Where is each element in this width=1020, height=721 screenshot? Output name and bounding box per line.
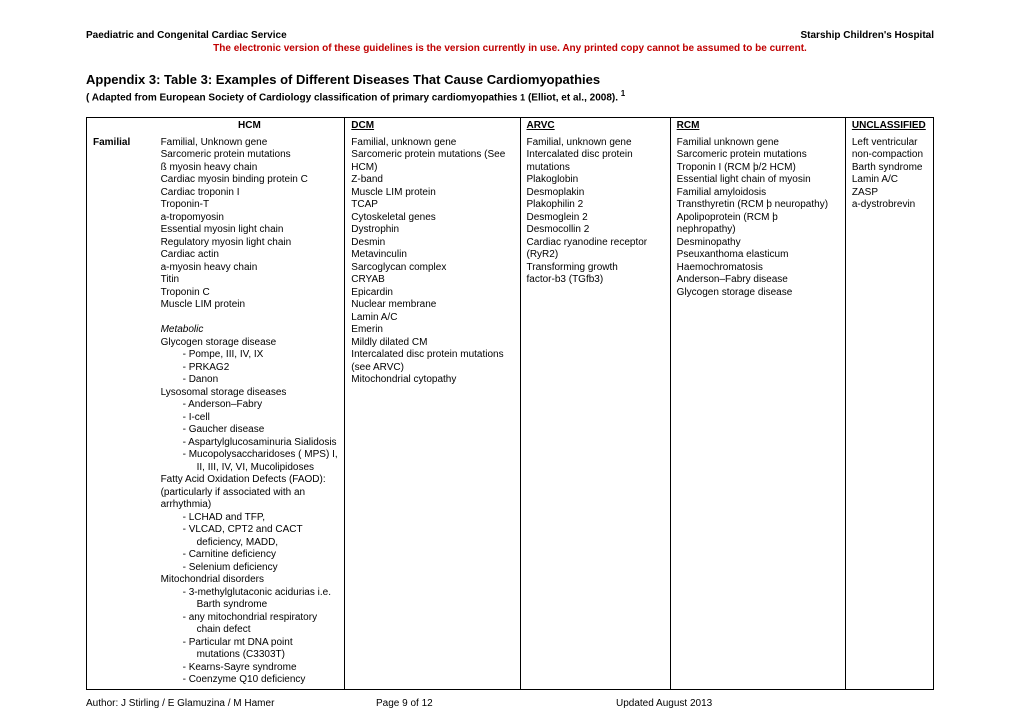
list-item: Pompe, III, IV, IX bbox=[183, 349, 339, 362]
cell-arvc: Familial, unknown geneIntercalated disc … bbox=[520, 135, 670, 690]
list-item: Mucopolysaccharidoses ( MPS) I, II, III,… bbox=[183, 449, 339, 474]
hcm-metabolic-label: Metabolic bbox=[161, 324, 339, 337]
hcm-mito: Mitochondrial disorders bbox=[161, 574, 339, 587]
th-hcm-text: HCM bbox=[238, 120, 261, 131]
list-item: Coenzyme Q10 deficiency bbox=[183, 674, 339, 687]
hcm-gsd: Glycogen storage disease bbox=[161, 337, 339, 350]
hcm-faod-list: LCHAD and TFP,VLCAD, CPT2 and CACT defic… bbox=[183, 512, 339, 575]
list-item: Selenium deficiency bbox=[183, 562, 339, 575]
list-item: I-cell bbox=[183, 412, 339, 425]
cell-rowlabel: Familial bbox=[87, 135, 155, 690]
page-title: Appendix 3: Table 3: Examples of Differe… bbox=[86, 72, 934, 87]
footer-author: Author: J Stirling / E Glamuzina / M Ham… bbox=[86, 698, 376, 709]
table-row-familial: Familial Familial, Unknown geneSarcomeri… bbox=[87, 135, 934, 690]
list-item: Carnitine deficiency bbox=[183, 549, 339, 562]
list-item: 3-methylglutaconic acidurias i.e. Barth … bbox=[183, 587, 339, 612]
list-item: Kearns-Sayre syndrome bbox=[183, 662, 339, 675]
th-rcm-text: RCM bbox=[677, 120, 700, 131]
cell-hcm: Familial, Unknown geneSarcomeric protein… bbox=[155, 135, 345, 690]
th-hcm: HCM bbox=[155, 118, 345, 135]
page: Paediatric and Congenital Cardiac Servic… bbox=[0, 0, 1020, 721]
subtitle-sup: 1 bbox=[621, 89, 625, 98]
hcm-top: Familial, Unknown geneSarcomeric protein… bbox=[161, 137, 339, 312]
cell-unc: Left ventricularnon-compactionBarth synd… bbox=[845, 135, 933, 690]
footer-page: Page 9 of 12 bbox=[376, 698, 616, 709]
list-item: Aspartylglucosaminuria Sialidosis bbox=[183, 437, 339, 450]
th-unc: UNCLASSIFIED bbox=[845, 118, 933, 135]
th-arvc-text: ARVC bbox=[527, 120, 555, 131]
cell-dcm: Familial, unknown geneSarcomeric protein… bbox=[345, 135, 520, 690]
hcm-gsd-list: Pompe, III, IV, IX PRKAG2Danon bbox=[183, 349, 339, 387]
list-item: VLCAD, CPT2 and CACT deficiency, MADD, bbox=[183, 524, 339, 549]
hcm-lsd-list: Anderson–FabryI-cellGaucher diseaseAspar… bbox=[183, 399, 339, 474]
doc-header-left: Paediatric and Congenital Cardiac Servic… bbox=[86, 30, 287, 42]
doc-header-row: Paediatric and Congenital Cardiac Servic… bbox=[86, 30, 934, 42]
hcm-lsd: Lysosomal storage diseases bbox=[161, 387, 339, 400]
hcm-faod: Fatty Acid Oxidation Defects (FAOD): (pa… bbox=[161, 474, 339, 512]
list-item: Gaucher disease bbox=[183, 424, 339, 437]
diseases-table: HCM DCM ARVC RCM UNCLASSIFIED Familial F… bbox=[86, 117, 934, 690]
th-rowlabel bbox=[87, 118, 155, 135]
doc-header-notice: The electronic version of these guidelin… bbox=[86, 43, 934, 54]
list-item: LCHAD and TFP, bbox=[183, 512, 339, 525]
th-dcm-text: DCM bbox=[351, 120, 374, 131]
doc-header-right: Starship Children's Hospital bbox=[800, 30, 934, 42]
list-item: Particular mt DNA point mutations (C3303… bbox=[183, 637, 339, 662]
footer-updated: Updated August 2013 bbox=[616, 698, 934, 709]
subtitle-sup-inline: 1 bbox=[520, 92, 525, 102]
th-dcm: DCM bbox=[345, 118, 520, 135]
cell-rcm: Familial unknown geneSarcomeric protein … bbox=[670, 135, 845, 690]
th-rcm: RCM bbox=[670, 118, 845, 135]
page-subtitle: ( Adapted from European Society of Cardi… bbox=[86, 89, 934, 103]
subtitle-pre: ( Adapted from European Society of Cardi… bbox=[86, 92, 520, 103]
list-item: Danon bbox=[183, 374, 339, 387]
th-arvc: ARVC bbox=[520, 118, 670, 135]
th-unc-text: UNCLASSIFIED bbox=[852, 120, 926, 131]
hcm-mito-list: 3-methylglutaconic acidurias i.e. Barth … bbox=[183, 587, 339, 687]
list-item: any mitochondrial respiratory chain defe… bbox=[183, 612, 339, 637]
list-item: Anderson–Fabry bbox=[183, 399, 339, 412]
table-header-row: HCM DCM ARVC RCM UNCLASSIFIED bbox=[87, 118, 934, 135]
subtitle-ref: (Elliot, et al., 2008). bbox=[528, 92, 618, 103]
page-footer: Author: J Stirling / E Glamuzina / M Ham… bbox=[86, 698, 934, 709]
list-item: PRKAG2 bbox=[183, 362, 339, 375]
